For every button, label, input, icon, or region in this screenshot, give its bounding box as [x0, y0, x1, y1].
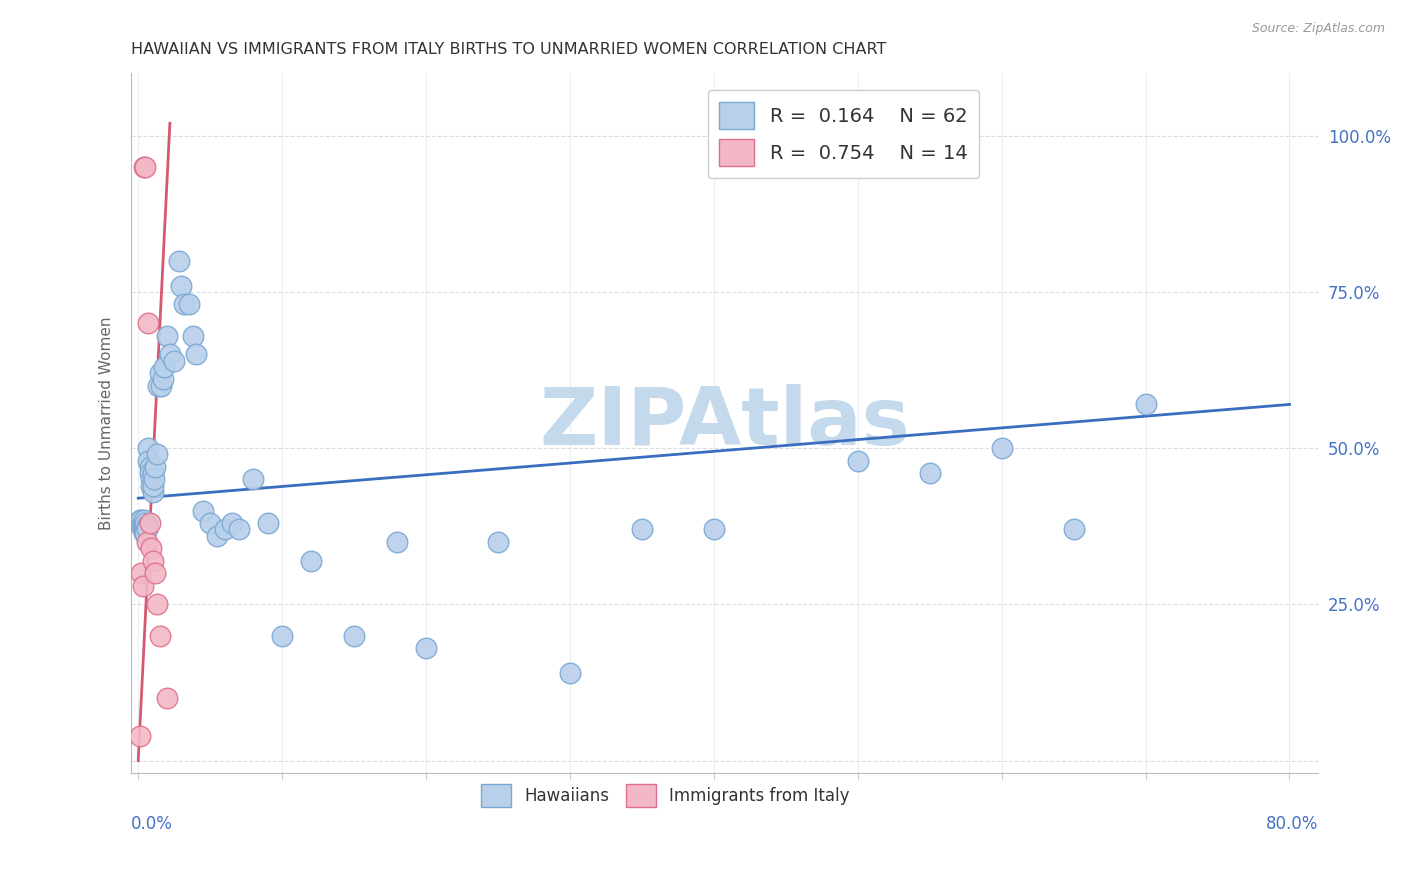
- Point: [131, 516, 153, 531]
- Point: [177, 297, 200, 311]
- Point: [129, 519, 152, 533]
- Text: HAWAIIAN VS IMMIGRANTS FROM ITALY BIRTHS TO UNMARRIED WOMEN CORRELATION CHART: HAWAIIAN VS IMMIGRANTS FROM ITALY BIRTHS…: [131, 42, 886, 57]
- Text: ZIPAtlas: ZIPAtlas: [540, 384, 910, 462]
- Point: [141, 541, 163, 556]
- Point: [142, 466, 165, 480]
- Point: [132, 525, 155, 540]
- Point: [142, 479, 165, 493]
- Text: 0.0%: 0.0%: [131, 815, 173, 833]
- Point: [141, 479, 163, 493]
- Point: [918, 466, 941, 480]
- Point: [221, 516, 243, 531]
- Point: [173, 297, 195, 311]
- Point: [128, 729, 150, 743]
- Point: [134, 516, 156, 531]
- Point: [129, 566, 152, 581]
- Point: [181, 328, 204, 343]
- Point: [135, 523, 157, 537]
- Point: [170, 278, 193, 293]
- Point: [131, 579, 153, 593]
- Point: [152, 372, 174, 386]
- Point: [135, 535, 157, 549]
- Point: [142, 485, 165, 500]
- Point: [214, 523, 236, 537]
- Point: [128, 513, 150, 527]
- Point: [703, 523, 725, 537]
- Point: [150, 378, 173, 392]
- Point: [138, 466, 160, 480]
- Point: [343, 629, 366, 643]
- Point: [486, 535, 509, 549]
- Point: [132, 513, 155, 527]
- Point: [143, 472, 166, 486]
- Point: [142, 554, 165, 568]
- Point: [135, 519, 157, 533]
- Text: 80.0%: 80.0%: [1265, 815, 1319, 833]
- Point: [156, 328, 179, 343]
- Point: [228, 523, 250, 537]
- Point: [191, 504, 214, 518]
- Point: [146, 447, 169, 461]
- Point: [134, 160, 156, 174]
- Point: [198, 516, 221, 531]
- Point: [146, 598, 169, 612]
- Point: [134, 525, 156, 540]
- Point: [153, 359, 176, 374]
- Point: [136, 453, 159, 467]
- Point: [156, 691, 179, 706]
- Point: [846, 453, 869, 467]
- Point: [256, 516, 278, 531]
- Point: [631, 523, 654, 537]
- Point: [163, 353, 186, 368]
- Point: [132, 160, 155, 174]
- Point: [145, 566, 167, 581]
- Point: [131, 519, 153, 533]
- Point: [136, 316, 159, 330]
- Point: [207, 529, 229, 543]
- Point: [1063, 523, 1085, 537]
- Point: [138, 516, 160, 531]
- Text: Source: ZipAtlas.com: Source: ZipAtlas.com: [1251, 22, 1385, 36]
- Point: [184, 347, 207, 361]
- Point: [141, 472, 163, 486]
- Point: [145, 459, 167, 474]
- Y-axis label: Births to Unmarried Women: Births to Unmarried Women: [100, 317, 114, 530]
- Point: [136, 441, 159, 455]
- Point: [159, 347, 181, 361]
- Point: [167, 253, 190, 268]
- Point: [387, 535, 409, 549]
- Point: [415, 641, 437, 656]
- Point: [148, 378, 170, 392]
- Point: [138, 459, 160, 474]
- Point: [1135, 397, 1157, 411]
- Point: [129, 513, 152, 527]
- Point: [131, 523, 153, 537]
- Point: [149, 366, 172, 380]
- Point: [242, 472, 264, 486]
- Point: [990, 441, 1012, 455]
- Point: [134, 519, 156, 533]
- Point: [132, 519, 155, 533]
- Point: [558, 666, 581, 681]
- Point: [299, 554, 322, 568]
- Point: [271, 629, 294, 643]
- Legend: Hawaiians, Immigrants from Italy: Hawaiians, Immigrants from Italy: [474, 777, 856, 814]
- Point: [149, 629, 172, 643]
